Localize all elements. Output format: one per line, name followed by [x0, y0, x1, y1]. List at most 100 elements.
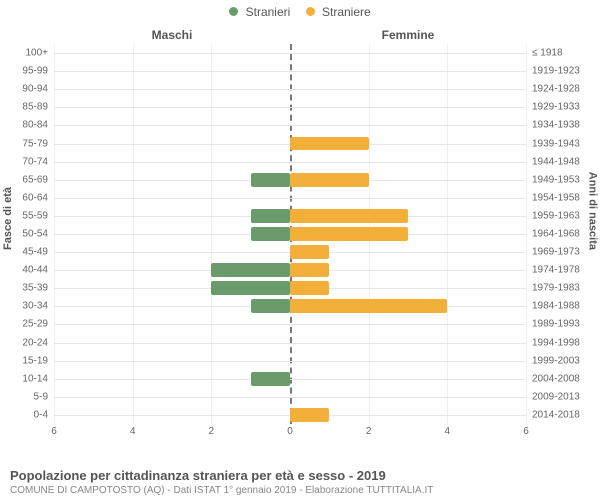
birth-label: 2004-2008: [526, 373, 580, 384]
x-tick: 4: [445, 426, 451, 437]
age-label: 40-44: [22, 265, 54, 276]
bars: [54, 82, 526, 96]
bars: [54, 408, 526, 422]
bar-female: [290, 137, 369, 151]
age-label: 15-19: [22, 355, 54, 366]
age-row: 65-691949-1953: [54, 171, 526, 189]
birth-label: ≤ 1918: [526, 48, 563, 59]
birth-label: 1959-1963: [526, 210, 580, 221]
birth-label: 1964-1968: [526, 228, 580, 239]
age-label: 5-9: [34, 391, 54, 402]
age-label: 100+: [25, 48, 54, 59]
bars: [54, 191, 526, 205]
age-label: 85-89: [22, 102, 54, 113]
bars: [54, 245, 526, 259]
chart-subtitle: COMUNE DI CAMPOTOSTO (AQ) - Dati ISTAT 1…: [10, 485, 590, 496]
bars: [54, 173, 526, 187]
bar-female: [290, 281, 329, 295]
figure: Stranieri Straniere Fasce di età Anni di…: [0, 0, 600, 500]
bars: [54, 263, 526, 277]
bar-female: [290, 408, 329, 422]
bars: [54, 137, 526, 151]
bar-female: [290, 245, 329, 259]
age-label: 35-39: [22, 283, 54, 294]
age-label: 70-74: [22, 156, 54, 167]
age-label: 20-24: [22, 337, 54, 348]
age-row: 70-741944-1948: [54, 153, 526, 171]
bar-male: [251, 372, 290, 386]
chart-title: Popolazione per cittadinanza straniera p…: [10, 468, 590, 483]
bar-female: [290, 299, 447, 313]
legend-label-female: Straniere: [322, 5, 371, 19]
legend-item-male: Stranieri: [229, 4, 290, 19]
chart-footer: Popolazione per cittadinanza straniera p…: [10, 468, 590, 496]
age-label: 50-54: [22, 228, 54, 239]
bars: [54, 318, 526, 332]
age-row: 90-941924-1928: [54, 80, 526, 98]
age-label: 0-4: [34, 409, 54, 420]
bars: [54, 209, 526, 223]
age-label: 95-99: [22, 66, 54, 77]
birth-label: 1924-1928: [526, 84, 580, 95]
plot-area: 100+≤ 191895-991919-192390-941924-192885…: [54, 44, 526, 424]
age-label: 25-29: [22, 319, 54, 330]
age-row: 10-142004-2008: [54, 370, 526, 388]
x-tick: 4: [130, 426, 136, 437]
age-row: 25-291989-1993: [54, 315, 526, 333]
chart-area: Maschi Femmine 100+≤ 191895-991919-19239…: [54, 28, 526, 448]
birth-label: 1984-1988: [526, 301, 580, 312]
birth-label: 1939-1943: [526, 138, 580, 149]
age-row: 35-391979-1983: [54, 279, 526, 297]
birth-label: 1954-1958: [526, 192, 580, 203]
legend-item-female: Straniere: [306, 4, 371, 19]
age-label: 65-69: [22, 174, 54, 185]
bars: [54, 336, 526, 350]
age-row: 20-241994-1998: [54, 334, 526, 352]
age-row: 95-991919-1923: [54, 62, 526, 80]
bar-male: [251, 299, 290, 313]
age-row: 0-42014-2018: [54, 406, 526, 424]
age-row: 15-191999-2003: [54, 352, 526, 370]
legend-swatch-female: [306, 7, 315, 16]
x-tick: 0: [287, 426, 293, 437]
age-row: 55-591959-1963: [54, 207, 526, 225]
bars: [54, 354, 526, 368]
legend-swatch-male: [229, 7, 238, 16]
age-label: 60-64: [22, 192, 54, 203]
age-label: 55-59: [22, 210, 54, 221]
bars: [54, 299, 526, 313]
bars: [54, 390, 526, 404]
age-row: 100+≤ 1918: [54, 44, 526, 62]
x-tick: 6: [523, 426, 529, 437]
bar-female: [290, 263, 329, 277]
x-tick: 2: [209, 426, 215, 437]
legend: Stranieri Straniere: [0, 4, 600, 19]
age-row: 40-441974-1978: [54, 261, 526, 279]
bar-female: [290, 209, 408, 223]
y-axis-title-left: Fasce di età: [2, 187, 14, 250]
age-row: 80-841934-1938: [54, 116, 526, 134]
age-row: 50-541964-1968: [54, 225, 526, 243]
birth-label: 1919-1923: [526, 66, 580, 77]
age-row: 60-641954-1958: [54, 189, 526, 207]
birth-label: 1969-1973: [526, 247, 580, 258]
bar-male: [251, 173, 290, 187]
age-label: 30-34: [22, 301, 54, 312]
birth-label: 1934-1938: [526, 120, 580, 131]
x-tick: 6: [51, 426, 57, 437]
bar-female: [290, 173, 369, 187]
header-female: Femmine: [382, 28, 435, 42]
bars: [54, 100, 526, 114]
bars: [54, 119, 526, 133]
age-label: 45-49: [22, 247, 54, 258]
bars: [54, 372, 526, 386]
bars: [54, 64, 526, 78]
bars: [54, 155, 526, 169]
bar-male: [251, 227, 290, 241]
legend-label-male: Stranieri: [246, 5, 291, 19]
bar-male: [251, 209, 290, 223]
age-row: 85-891929-1933: [54, 98, 526, 116]
y-axis-title-right: Anni di nascita: [586, 172, 598, 250]
bar-male: [211, 281, 290, 295]
age-label: 10-14: [22, 373, 54, 384]
